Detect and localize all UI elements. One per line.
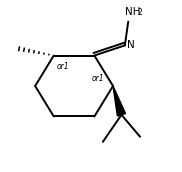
Polygon shape xyxy=(113,86,126,116)
Text: N: N xyxy=(127,40,135,50)
Text: or1: or1 xyxy=(56,62,69,71)
Text: 2: 2 xyxy=(137,8,142,18)
Text: NH: NH xyxy=(125,7,140,17)
Text: or1: or1 xyxy=(92,74,104,83)
